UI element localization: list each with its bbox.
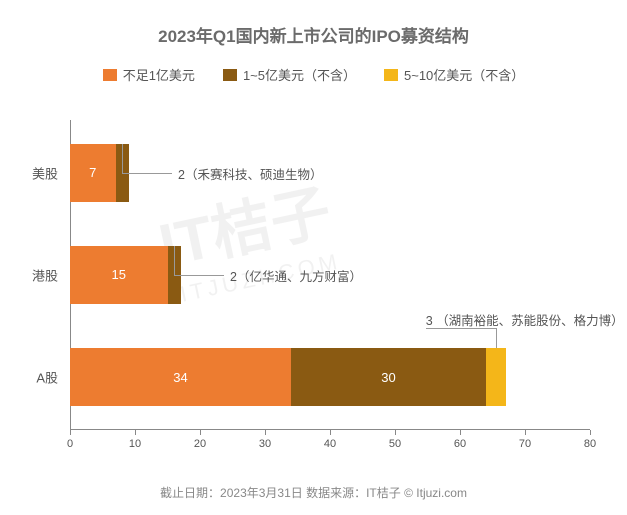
chart-title: 2023年Q1国内新上市公司的IPO募资结构 — [0, 0, 627, 47]
callout-label: 2（亿华通、九方财富） — [230, 266, 362, 285]
legend-item: 不足1亿美元 — [103, 65, 195, 84]
x-tick-label: 10 — [129, 438, 141, 450]
legend-swatch — [103, 69, 117, 81]
category-label: 港股 — [32, 266, 70, 285]
x-tick-mark — [460, 430, 461, 435]
x-tick-mark — [590, 430, 591, 435]
category-label: A股 — [36, 368, 70, 387]
callout-line — [122, 144, 123, 173]
x-tick-mark — [135, 430, 136, 435]
x-tick-mark — [395, 430, 396, 435]
x-tick-label: 40 — [324, 438, 336, 450]
callout-line — [496, 328, 497, 348]
legend: 不足1亿美元 1~5亿美元（不含） 5~10亿美元（不含） — [0, 65, 627, 84]
legend-item: 1~5亿美元（不含） — [223, 65, 356, 84]
x-tick-mark — [70, 430, 71, 435]
x-tick-label: 60 — [454, 438, 466, 450]
x-tick-label: 20 — [194, 438, 206, 450]
callout-line — [174, 246, 175, 275]
legend-swatch — [384, 69, 398, 81]
x-tick-mark — [525, 430, 526, 435]
callout-label: 3 （湖南裕能、苏能股份、格力博） — [426, 310, 624, 329]
plot-area: 01020304050607080美股72（禾赛科技、硕迪生物）港股152（亿华… — [70, 120, 590, 430]
x-tick-mark — [265, 430, 266, 435]
x-tick-mark — [200, 430, 201, 435]
category-label: 美股 — [32, 163, 70, 182]
bar-segment: 7 — [70, 144, 116, 202]
callout-line — [122, 173, 172, 174]
legend-label: 1~5亿美元（不含） — [243, 65, 356, 84]
x-tick-mark — [330, 430, 331, 435]
x-tick-label: 0 — [67, 438, 73, 450]
callout-label: 2（禾赛科技、硕迪生物） — [178, 164, 322, 183]
bar-segment: 30 — [291, 348, 486, 406]
x-tick-label: 50 — [389, 438, 401, 450]
legend-item: 5~10亿美元（不含） — [384, 65, 524, 84]
footer-caption: 截止日期：2023年3月31日 数据来源：IT桔子 © Itjuzi.com — [0, 484, 627, 501]
bar-segment — [486, 348, 506, 406]
x-tick-label: 80 — [584, 438, 596, 450]
legend-label: 5~10亿美元（不含） — [404, 65, 524, 84]
bar-segment: 15 — [70, 246, 168, 304]
x-tick-label: 70 — [519, 438, 531, 450]
x-tick-label: 30 — [259, 438, 271, 450]
bar-segment: 34 — [70, 348, 291, 406]
legend-swatch — [223, 69, 237, 81]
legend-label: 不足1亿美元 — [123, 65, 195, 84]
callout-line — [174, 275, 224, 276]
